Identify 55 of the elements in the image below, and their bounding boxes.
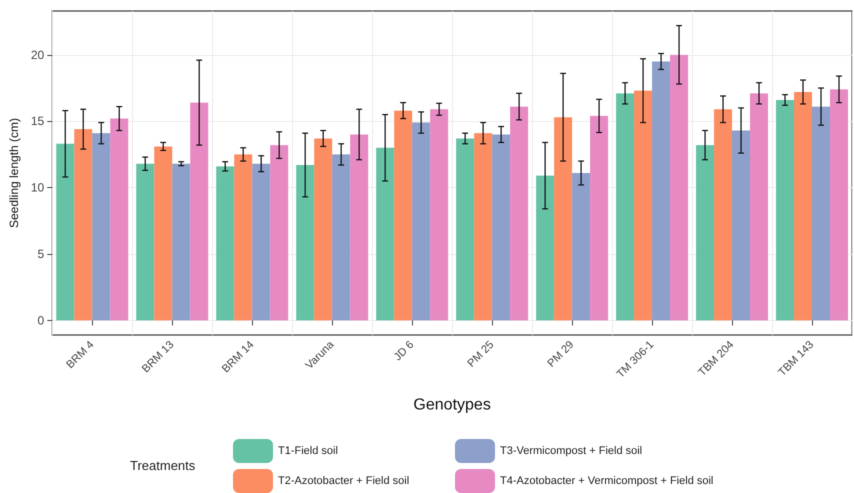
y-tick-label: 0 [38, 313, 45, 328]
bar [776, 100, 794, 320]
bar [474, 133, 492, 320]
bar [136, 164, 154, 320]
bar [190, 102, 208, 320]
bar [750, 93, 768, 320]
bar [696, 145, 714, 320]
x-tick-label: PM 29 [545, 338, 576, 370]
bar [616, 93, 634, 320]
bar [634, 90, 652, 320]
legend-label: T4-Azotobacter + Vermicompost + Field soil [500, 475, 714, 487]
bar [510, 106, 528, 320]
legend-title: Treatments [130, 458, 196, 473]
bar [172, 164, 190, 320]
legend-label: T1-Field soil [278, 445, 338, 457]
bar [670, 54, 688, 320]
bar [536, 176, 554, 320]
bar [830, 89, 848, 320]
y-axis-title: Seedling length (cm) [7, 118, 21, 228]
x-axis-title: Genotypes [413, 396, 491, 414]
bar [590, 116, 608, 320]
bar [110, 118, 128, 320]
bar [376, 148, 394, 320]
legend-label: T3-Vermicompost + Field soil [500, 445, 642, 457]
bar [74, 129, 92, 320]
bar [154, 146, 172, 320]
legend-label: T2-Azotobacter + Field soil [278, 475, 410, 487]
bar [394, 110, 412, 320]
y-tick-label: 5 [38, 247, 45, 261]
bar [92, 133, 110, 320]
bar [332, 154, 350, 320]
bar [56, 144, 74, 320]
bar [652, 61, 670, 320]
bar [554, 117, 572, 320]
bar [812, 106, 830, 320]
bar [234, 154, 252, 320]
bar [430, 109, 448, 320]
x-tick-label: JD 6 [392, 338, 416, 364]
bar [714, 109, 732, 320]
bar [456, 138, 474, 320]
bar [732, 130, 750, 320]
bar [572, 173, 590, 320]
bar [216, 166, 234, 320]
bar [350, 134, 368, 320]
bar [492, 134, 510, 320]
bar [270, 145, 288, 320]
bar [314, 138, 332, 320]
bar [252, 164, 270, 320]
bar [794, 92, 812, 320]
bar [412, 122, 430, 320]
y-tick-label: 20 [30, 48, 45, 62]
y-tick-label: 15 [30, 114, 45, 128]
bar [296, 165, 314, 320]
x-tick-label: PM 25 [465, 338, 496, 370]
y-tick-label: 10 [30, 180, 45, 195]
